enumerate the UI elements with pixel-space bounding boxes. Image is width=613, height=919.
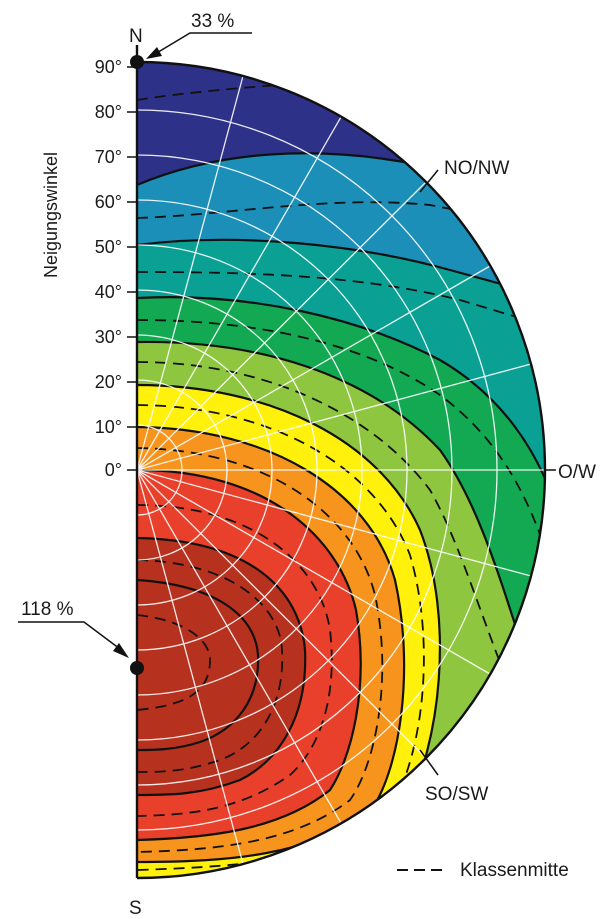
tick-marks xyxy=(127,66,137,471)
se-leader xyxy=(419,749,439,776)
band-9 xyxy=(137,538,306,795)
legend: Klassenmitte xyxy=(397,860,569,881)
tick-label-50: 50° xyxy=(95,237,122,257)
tick-label-20: 20° xyxy=(95,372,122,392)
ne-label: NO/NW xyxy=(444,158,510,179)
tick-label-30: 30° xyxy=(95,327,122,347)
bottom-value-label: 118 % xyxy=(21,599,74,620)
top-point xyxy=(130,55,144,69)
orientation-grid xyxy=(137,75,545,865)
south-label: S xyxy=(129,898,142,919)
color-bands xyxy=(137,62,545,878)
legend-label: Klassenmitte xyxy=(460,860,569,881)
ne-leader xyxy=(419,169,439,193)
top-leader xyxy=(149,32,252,58)
tick-label-10: 10° xyxy=(95,417,122,437)
top-arrowhead xyxy=(146,47,162,59)
tick-label-70: 70° xyxy=(95,147,122,167)
east-label: O/W xyxy=(558,462,596,483)
bottom-value-callout: 118 % xyxy=(18,599,144,675)
tick-label-90: 90° xyxy=(95,57,122,77)
tick-label-80: 80° xyxy=(95,102,122,122)
tick-label-60: 60° xyxy=(95,192,122,212)
north-label: N xyxy=(129,26,143,47)
tick-label-40: 40° xyxy=(95,282,122,302)
tick-label-0: 0° xyxy=(105,460,122,480)
top-value-callout: 33 % xyxy=(130,11,252,69)
bottom-point xyxy=(130,661,144,675)
se-label: SO/SW xyxy=(425,784,488,805)
half-disk-outline xyxy=(136,60,547,880)
bottom-arrowhead xyxy=(113,643,129,658)
tick-labels: 90° 80° 70° 60° 50° 40° 30° 20° 10° 0° xyxy=(95,57,122,480)
top-value-label: 33 % xyxy=(191,11,234,32)
bottom-leader xyxy=(18,621,125,653)
axis-title: Neigungswinkel xyxy=(41,152,61,278)
